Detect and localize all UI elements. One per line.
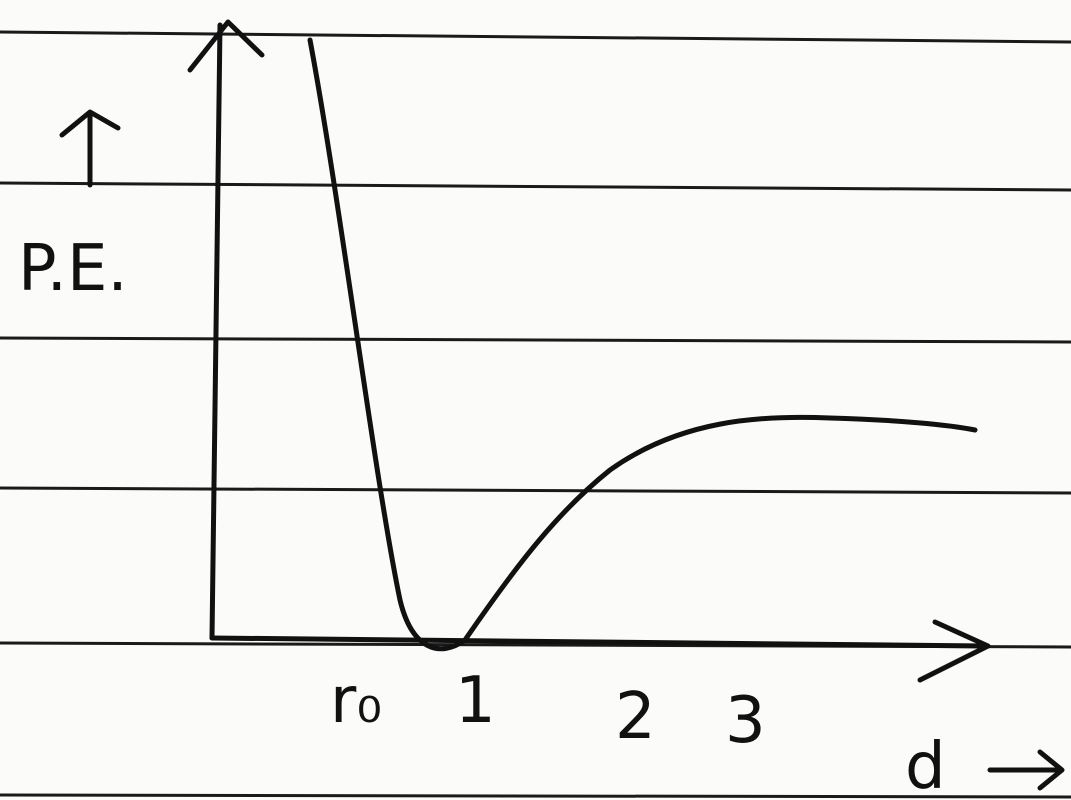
y-axis xyxy=(212,25,220,638)
x-tick-label: 1 xyxy=(455,664,496,738)
ruled-line xyxy=(0,488,1071,493)
x-tick-label: r₀ xyxy=(330,664,382,738)
sketch: P.E. r₀ 1 2 3 d xyxy=(0,0,1071,800)
x-axis-label: d xyxy=(905,730,946,800)
y-axis-label: P.E. xyxy=(18,232,128,306)
x-tick-label: 2 xyxy=(615,680,656,754)
ruled-lines xyxy=(0,32,1071,797)
axes xyxy=(190,22,988,680)
ruled-line xyxy=(0,183,1071,190)
x-axis-arrowhead xyxy=(920,622,988,680)
ruled-line xyxy=(0,32,1071,42)
right-arrow xyxy=(990,752,1062,788)
x-tick-label: 3 xyxy=(725,684,766,758)
potential-curve xyxy=(310,40,975,649)
ruled-line xyxy=(0,338,1071,342)
y-axis-arrowhead xyxy=(190,22,262,70)
up-arrow xyxy=(62,112,118,185)
